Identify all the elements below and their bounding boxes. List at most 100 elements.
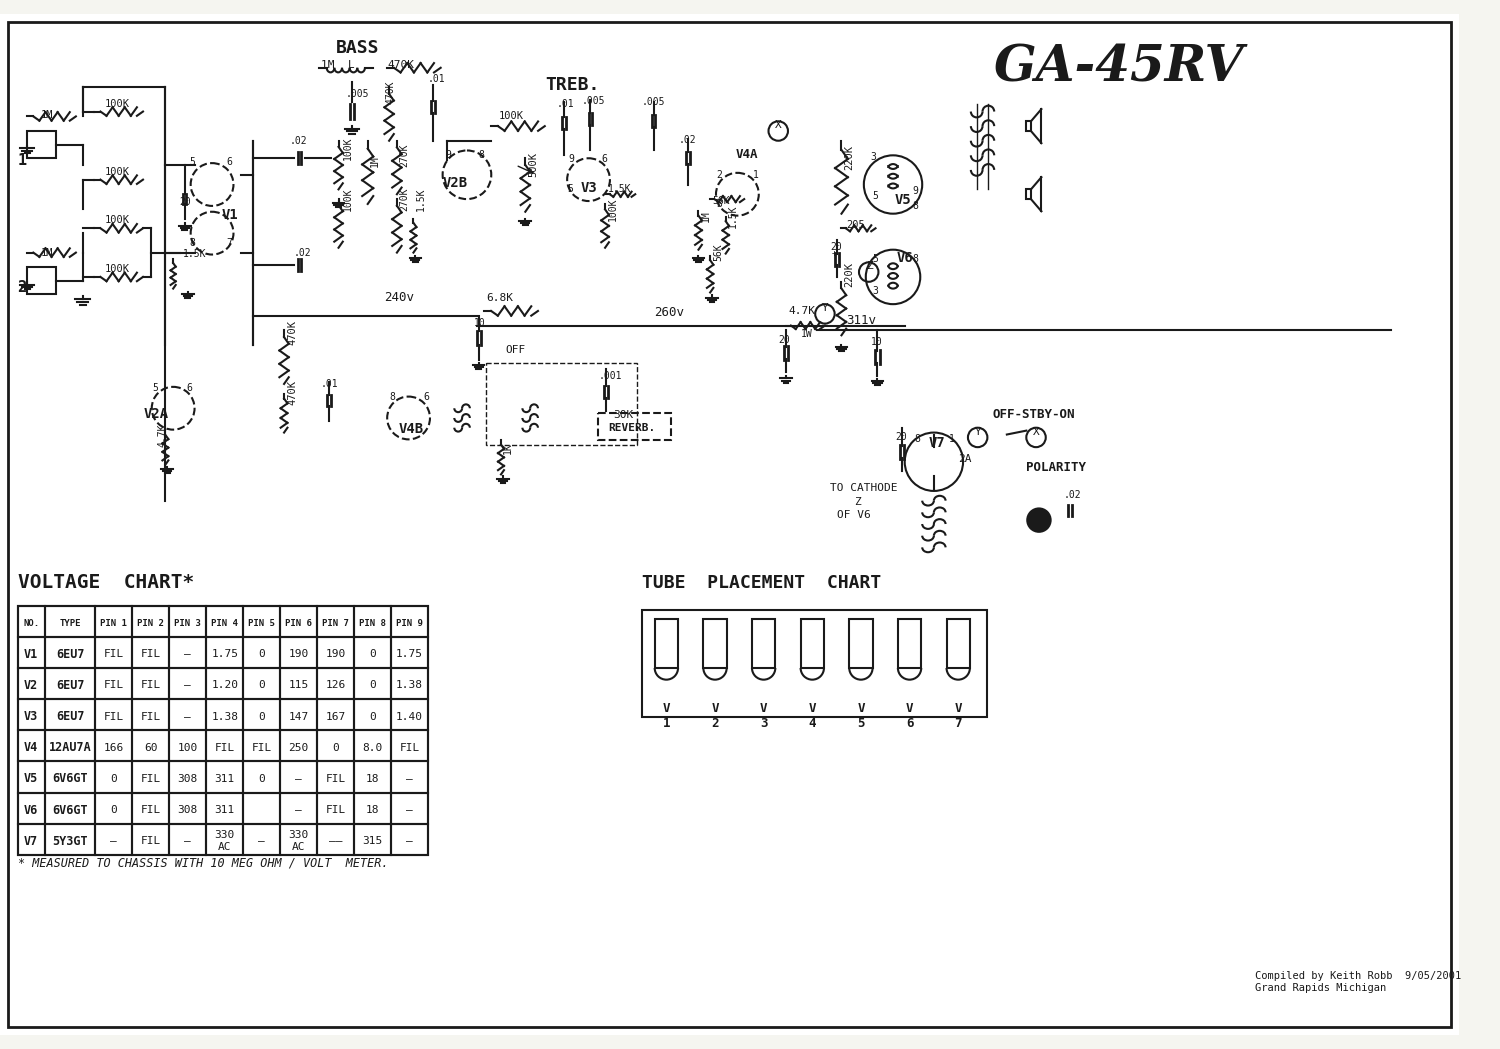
Bar (280, 823, 316, 855)
Text: 2: 2 (18, 279, 27, 295)
Text: .005: .005 (642, 97, 666, 107)
Bar (45, 605, 96, 637)
Text: 1K: 1K (503, 443, 513, 454)
Text: V
2: V 2 (711, 702, 718, 730)
Text: V
7: V 7 (954, 702, 962, 730)
Bar (280, 792, 316, 823)
Text: —: — (406, 774, 412, 784)
Text: 8: 8 (912, 200, 918, 211)
Bar (946, 619, 970, 668)
Bar (243, 637, 280, 668)
Bar (170, 668, 206, 699)
Text: 220K: 220K (844, 261, 855, 286)
Circle shape (1028, 509, 1050, 532)
Text: 1W: 1W (801, 329, 813, 339)
Bar (45, 792, 96, 823)
Text: 20: 20 (778, 335, 790, 345)
Text: 7: 7 (226, 238, 232, 248)
Bar (354, 699, 392, 730)
Text: BASS: BASS (336, 39, 380, 58)
Text: 260v: 260v (654, 306, 684, 319)
Text: —: — (111, 836, 117, 847)
Text: 56K: 56K (712, 196, 729, 206)
Bar (392, 637, 427, 668)
Text: V1: V1 (222, 208, 238, 221)
Bar (392, 699, 427, 730)
Text: —: — (184, 649, 190, 660)
Text: 0: 0 (258, 649, 266, 660)
Text: OF V6: OF V6 (837, 510, 870, 520)
Bar (898, 619, 921, 668)
Text: 470K: 470K (286, 320, 297, 345)
Bar (280, 605, 316, 637)
Text: 6: 6 (423, 392, 429, 403)
Bar (132, 668, 170, 699)
Text: POLARITY: POLARITY (1026, 462, 1086, 474)
Bar (354, 637, 392, 668)
Text: FIL: FIL (252, 743, 272, 753)
Text: —: — (406, 836, 412, 847)
Text: Y: Y (822, 303, 830, 313)
Bar (170, 730, 206, 762)
Text: 1.5K: 1.5K (728, 205, 738, 229)
Text: V4B: V4B (399, 422, 424, 435)
Bar (206, 668, 243, 699)
Text: 3: 3 (716, 199, 722, 209)
Text: .02: .02 (680, 134, 696, 145)
Bar (45, 730, 96, 762)
Text: V5: V5 (24, 772, 39, 786)
Text: .005: .005 (582, 95, 604, 106)
Bar (354, 762, 392, 792)
Bar (170, 823, 206, 855)
Text: 0: 0 (111, 805, 117, 815)
Text: 6: 6 (226, 157, 232, 167)
Text: 9: 9 (568, 154, 574, 164)
Bar (280, 637, 316, 668)
Text: 470K: 470K (386, 81, 394, 104)
Text: .01: .01 (321, 379, 339, 389)
Bar (654, 619, 678, 668)
Text: REVERB.: REVERB. (608, 423, 656, 432)
Bar (280, 699, 316, 730)
Bar (96, 668, 132, 699)
Text: 2: 2 (716, 170, 722, 179)
Bar (170, 699, 206, 730)
Text: —: — (184, 711, 190, 722)
Text: 12AU7A: 12AU7A (48, 742, 92, 754)
Text: 1: 1 (948, 434, 954, 445)
Text: 500K: 500K (528, 152, 538, 177)
Text: 8: 8 (912, 254, 918, 264)
Text: V
6: V 6 (906, 702, 914, 730)
Text: FIL: FIL (141, 649, 160, 660)
Text: PIN 7: PIN 7 (322, 619, 350, 627)
Text: PIN 2: PIN 2 (138, 619, 164, 627)
Bar (243, 792, 280, 823)
Text: PIN 5: PIN 5 (248, 619, 274, 627)
Bar (18, 823, 45, 855)
Text: 0: 0 (369, 681, 376, 690)
Text: 0: 0 (369, 649, 376, 660)
Text: FIL: FIL (104, 711, 125, 722)
Text: 1: 1 (753, 170, 759, 179)
Bar (170, 762, 206, 792)
Text: 311: 311 (214, 774, 236, 784)
Text: V2: V2 (24, 679, 39, 692)
Bar (18, 637, 45, 668)
Text: 1.75: 1.75 (396, 649, 423, 660)
Text: OFF: OFF (506, 345, 526, 355)
Bar (206, 637, 243, 668)
Text: 6: 6 (188, 383, 192, 392)
Text: V
5: V 5 (856, 702, 864, 730)
Bar (392, 605, 427, 637)
Bar (206, 605, 243, 637)
Text: VOLTAGE  CHART*: VOLTAGE CHART* (18, 573, 194, 593)
Bar (96, 792, 132, 823)
Text: Z: Z (853, 496, 861, 507)
Bar (96, 730, 132, 762)
Text: 100K: 100K (342, 136, 352, 160)
Text: —: — (296, 774, 302, 784)
Text: 166: 166 (104, 743, 125, 753)
Text: 100: 100 (177, 743, 198, 753)
Text: V
4: V 4 (808, 702, 816, 730)
Bar (704, 619, 726, 668)
